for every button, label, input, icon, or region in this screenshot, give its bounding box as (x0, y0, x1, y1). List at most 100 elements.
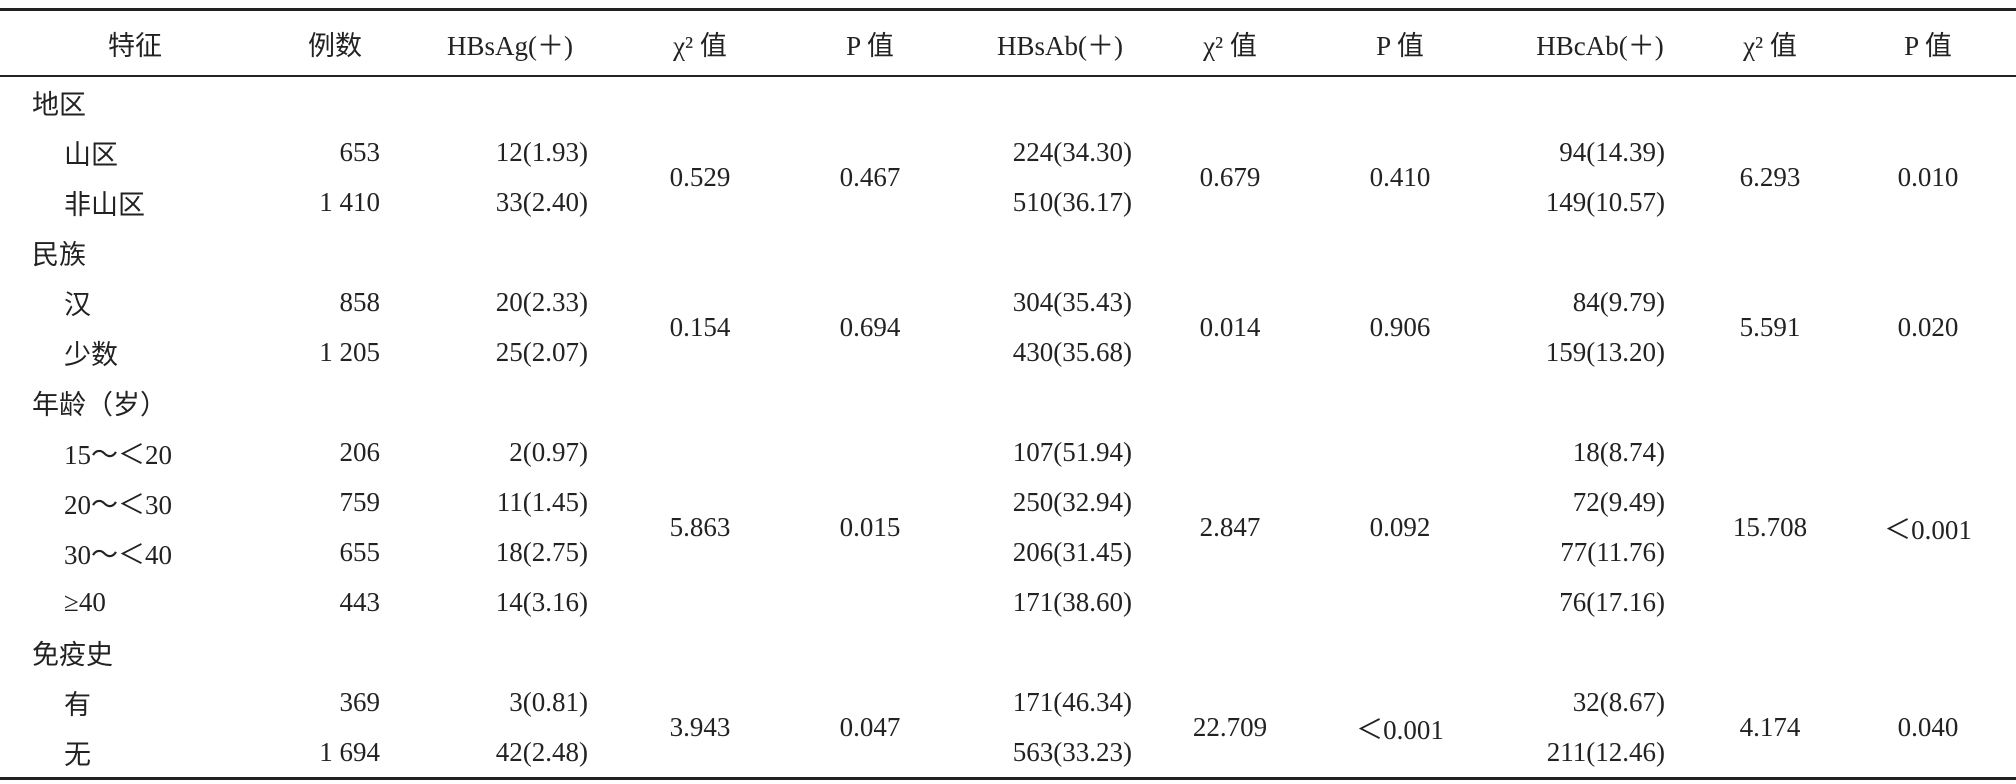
group-label: 年龄（岁） (32, 389, 167, 420)
p-value-cell: 0.015 (839, 511, 901, 542)
p-value-cell: 0.010 (1897, 161, 1959, 192)
header-cell: P 值 (780, 9, 960, 77)
value-cell: 430(35.68) (1012, 336, 1132, 367)
row-label: 30～＜40 (64, 539, 172, 570)
group-row: 年龄（岁） (0, 377, 2016, 427)
empty-cell (270, 76, 2016, 127)
value-cell: 149(10.57) (1545, 186, 1665, 217)
group-row: 免疫史 (0, 627, 2016, 677)
chi-square-cell: 5.591 (1739, 311, 1801, 342)
row-label: 15～＜20 (64, 439, 172, 470)
group-row: 民族 (0, 227, 2016, 277)
value-cell: 32(8.67) (1572, 686, 1665, 717)
value-cell: 76(17.16) (1559, 586, 1665, 617)
value-cell: 77(11.76) (1560, 536, 1665, 567)
p-value-cell: 0.092 (1369, 511, 1431, 542)
row-label: 非山区 (64, 189, 145, 220)
value-cell: 42(2.48) (495, 736, 588, 767)
p-value-cell: 0.020 (1897, 311, 1959, 342)
row-label: 无 (64, 739, 91, 770)
value-cell: 18(2.75) (495, 536, 588, 567)
header-cell: HBsAb(＋) (960, 9, 1160, 77)
data-row: 非山区 1 410 33(2.40) 510(36.17) 149(10.57) (0, 177, 2016, 227)
header-cell: P 值 (1300, 9, 1500, 77)
row-label: 少数 (64, 339, 118, 370)
chi-square-cell: 5.863 (669, 511, 731, 542)
group-label: 免疫史 (32, 639, 113, 670)
value-cell: 653 (339, 136, 381, 167)
row-label: 20～＜30 (64, 489, 172, 520)
chi-square-cell: 0.014 (1199, 311, 1261, 342)
value-cell: 3(0.81) (509, 686, 588, 717)
header-cell: HBcAb(＋) (1500, 9, 1700, 77)
p-value-cell: 0.694 (839, 311, 901, 342)
value-cell: 1 694 (319, 736, 380, 767)
p-value-cell: 0.906 (1369, 311, 1431, 342)
chi-square-cell: 0.679 (1199, 161, 1261, 192)
value-cell: 33(2.40) (495, 186, 588, 217)
header-cell: χ² 值 (620, 9, 780, 77)
data-row: 30～＜40 655 18(2.75) 206(31.45) 77(11.76) (0, 527, 2016, 577)
value-cell: 18(8.74) (1572, 436, 1665, 467)
header-cell: 例数 (270, 9, 400, 77)
value-cell: 12(1.93) (495, 136, 588, 167)
p-value-cell: 0.047 (839, 711, 901, 742)
value-cell: 250(32.94) (1012, 486, 1132, 517)
value-cell: 369 (339, 686, 381, 717)
value-cell: 563(33.23) (1012, 736, 1132, 767)
p-value-cell: ＜0.001 (1356, 714, 1444, 745)
data-row: 山区 653 12(1.93) 0.529 0.467 224(34.30) 0.679 0.… (0, 127, 2016, 192)
chi-square-cell: 22.709 (1192, 711, 1268, 742)
row-label: 有 (64, 689, 91, 720)
header-cell: P 值 (1840, 9, 2016, 77)
data-row: ≥40 443 14(3.16) 171(38.60) 76(17.16) (0, 577, 2016, 627)
chi-square-cell: 2.847 (1199, 511, 1261, 542)
value-cell: 11(1.45) (496, 486, 588, 517)
value-cell: 224(34.30) (1012, 136, 1132, 167)
row-label: 山区 (64, 139, 118, 170)
chi-square-cell: 6.293 (1739, 161, 1801, 192)
data-row: 有 369 3(0.81) 3.943 0.047 171(46.34) 22.709 ＜0.… (0, 677, 2016, 745)
group-label: 地区 (32, 89, 86, 120)
value-cell: 211(12.46) (1546, 736, 1665, 767)
row-label: ≥40 (64, 586, 106, 617)
table-body: 地区山区 653 12(1.93) 0.529 0.467 224(34.30) 0.679… (0, 76, 2016, 779)
p-value-cell: 0.040 (1897, 711, 1959, 742)
value-cell: 94(14.39) (1559, 136, 1665, 167)
chi-square-cell: 0.529 (669, 161, 731, 192)
empty-cell (270, 377, 2016, 427)
p-value-cell: 0.467 (839, 161, 901, 192)
empty-cell (270, 227, 2016, 277)
chi-square-cell: 4.174 (1739, 711, 1801, 742)
value-cell: 206(31.45) (1012, 536, 1132, 567)
value-cell: 72(9.49) (1572, 486, 1665, 517)
header-cell: χ² 值 (1700, 9, 1840, 77)
value-cell: 25(2.07) (495, 336, 588, 367)
empty-cell (270, 627, 2016, 677)
data-row: 15～＜20 206 2(0.97) 5.863 0.015 107(51.94) 2.84… (0, 427, 2016, 545)
value-cell: 2(0.97) (509, 436, 588, 467)
data-row: 汉 858 20(2.33) 0.154 0.694 304(35.43) 0.014 0.9… (0, 277, 2016, 342)
value-cell: 304(35.43) (1012, 286, 1132, 317)
value-cell: 1 205 (319, 336, 380, 367)
value-cell: 107(51.94) (1012, 436, 1132, 467)
value-cell: 858 (339, 286, 381, 317)
value-cell: 1 410 (319, 186, 380, 217)
value-cell: 20(2.33) (495, 286, 588, 317)
value-cell: 759 (339, 486, 381, 517)
value-cell: 206 (339, 436, 381, 467)
row-label: 汉 (64, 289, 91, 320)
data-row: 20～＜30 759 11(1.45) 250(32.94) 72(9.49) (0, 477, 2016, 527)
header-cell: 特征 (0, 9, 270, 77)
value-cell: 14(3.16) (495, 586, 588, 617)
header-cell: HBsAg(＋) (400, 9, 620, 77)
value-cell: 171(46.34) (1012, 686, 1132, 717)
value-cell: 171(38.60) (1012, 586, 1132, 617)
chi-square-cell: 3.943 (669, 711, 731, 742)
header-cell: χ² 值 (1160, 9, 1300, 77)
value-cell: 443 (339, 586, 381, 617)
chi-square-cell: 15.708 (1732, 511, 1808, 542)
group-row: 地区 (0, 76, 2016, 127)
